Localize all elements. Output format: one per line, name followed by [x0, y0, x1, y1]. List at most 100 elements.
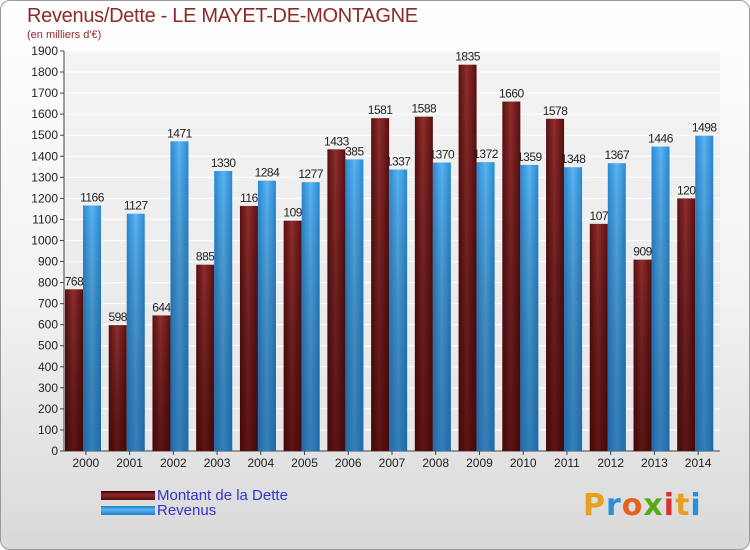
y-tick-label: 1600 — [31, 107, 58, 121]
data-label: 109 — [283, 206, 302, 220]
data-label: 1370 — [430, 148, 456, 162]
x-tick-label: 2014 — [685, 456, 712, 470]
data-label: 1446 — [648, 132, 674, 146]
data-label: 1372 — [473, 147, 499, 161]
y-tick-label: 400 — [38, 360, 58, 374]
y-tick-label: 600 — [38, 318, 58, 332]
data-label: 1498 — [692, 121, 718, 135]
bar-revenue-shade — [695, 135, 714, 451]
data-label: 598 — [108, 310, 127, 324]
y-tick-label: 0 — [51, 444, 58, 458]
y-tick-label: 900 — [38, 255, 58, 269]
legend-swatch-debt — [101, 491, 155, 500]
data-label: 1330 — [211, 156, 237, 170]
x-tick-label: 2000 — [73, 456, 100, 470]
data-label: 1581 — [368, 103, 394, 117]
bar-debt-shade — [633, 259, 652, 451]
data-label: 116 — [240, 191, 258, 205]
data-label: 909 — [633, 245, 652, 259]
bar-debt-shade — [65, 289, 83, 451]
y-tick-label: 1400 — [31, 149, 58, 163]
y-tick-label: 800 — [38, 276, 58, 290]
y-tick-label: 1300 — [31, 170, 58, 184]
y-tick-label: 700 — [38, 297, 58, 311]
x-tick-label: 2002 — [160, 456, 187, 470]
data-label: 1127 — [124, 199, 149, 213]
bar-revenue-shade — [476, 162, 495, 451]
y-tick-label: 200 — [38, 402, 58, 416]
bar-debt-shade — [283, 220, 302, 451]
bar-debt-shade — [414, 116, 433, 452]
x-tick-label: 2012 — [597, 456, 624, 470]
y-tick-label: 1700 — [31, 86, 58, 100]
y-tick-label: 100 — [38, 423, 58, 437]
y-tick-label: 1200 — [31, 191, 58, 205]
bar-revenue-shade — [432, 162, 451, 451]
data-label: 1433 — [324, 134, 350, 148]
data-label: 120 — [677, 183, 696, 197]
data-label: 644 — [152, 300, 171, 314]
y-tick-label: 1900 — [31, 44, 58, 58]
chart-title: Revenus/Dette - LE MAYET-DE-MONTAGNE — [27, 5, 418, 27]
logo-letter: r — [606, 488, 622, 523]
bar-revenue-shade — [214, 171, 233, 451]
data-label: 1166 — [80, 191, 105, 205]
bar-debt-shade — [327, 149, 346, 451]
x-tick-label: 2006 — [335, 456, 362, 470]
data-label: 1367 — [604, 148, 630, 162]
y-tick-label: 1800 — [31, 65, 58, 79]
logo-letter: t — [675, 488, 691, 523]
data-label: 1660 — [499, 87, 525, 101]
logo-letter: o — [621, 488, 644, 523]
bar-debt-shade — [458, 64, 477, 452]
data-label: 885 — [196, 250, 215, 264]
data-label: 107 — [590, 209, 609, 223]
bar-revenue-shade — [170, 141, 189, 451]
y-tick-label: 500 — [38, 339, 58, 353]
legend-label-debt: Montant de la Dette — [157, 487, 288, 504]
bar-debt-shade — [677, 198, 696, 451]
bar-revenue-shade — [257, 180, 276, 451]
proxiti-logo: Proxiti — [583, 488, 702, 523]
x-tick-label: 2011 — [554, 456, 580, 470]
bar-revenue-shade — [564, 167, 583, 452]
bar-revenue-shade — [520, 164, 539, 452]
data-label: 1835 — [455, 50, 481, 64]
bar-debt-shade — [239, 205, 258, 451]
x-tick-label: 2010 — [510, 456, 537, 470]
logo-letter: P — [583, 488, 606, 523]
bar-revenue-shade — [651, 146, 670, 451]
bar-debt-shade — [196, 264, 215, 451]
x-tick-label: 2009 — [466, 456, 493, 470]
x-tick-label: 2001 — [116, 456, 143, 470]
data-label: 1588 — [412, 102, 438, 116]
bar-debt-shade — [152, 315, 171, 451]
logo-letter: i — [663, 488, 676, 523]
data-label: 1284 — [255, 166, 281, 180]
x-tick-label: 2004 — [247, 456, 274, 470]
bar-revenue-shade — [345, 159, 364, 451]
x-tick-label: 2013 — [641, 456, 668, 470]
logo-letter: i — [690, 488, 702, 523]
bar-revenue-shade — [301, 182, 320, 451]
bar-debt-shade — [502, 101, 521, 452]
bar-revenue-shade — [607, 163, 626, 452]
data-label: 1348 — [561, 152, 587, 166]
bar-debt-shade — [546, 118, 565, 451]
data-label: 768 — [65, 274, 84, 288]
y-tick-label: 1000 — [31, 233, 58, 247]
data-label: 1359 — [517, 150, 543, 164]
bar-debt-shade — [589, 223, 608, 451]
x-tick-label: 2007 — [379, 456, 406, 470]
legend-label-revenue: Revenus — [157, 502, 217, 519]
data-label: 1471 — [167, 126, 193, 140]
data-label: 1277 — [298, 167, 324, 181]
y-tick-label: 300 — [38, 381, 58, 395]
y-tick-label: 1500 — [31, 128, 58, 142]
bar-debt-shade — [371, 118, 390, 451]
chart-subtitle: (en milliers d'€) — [27, 29, 102, 41]
y-tick-label: 1100 — [32, 212, 58, 226]
bar-revenue-shade — [126, 213, 145, 451]
legend-swatch-revenue — [101, 506, 155, 515]
